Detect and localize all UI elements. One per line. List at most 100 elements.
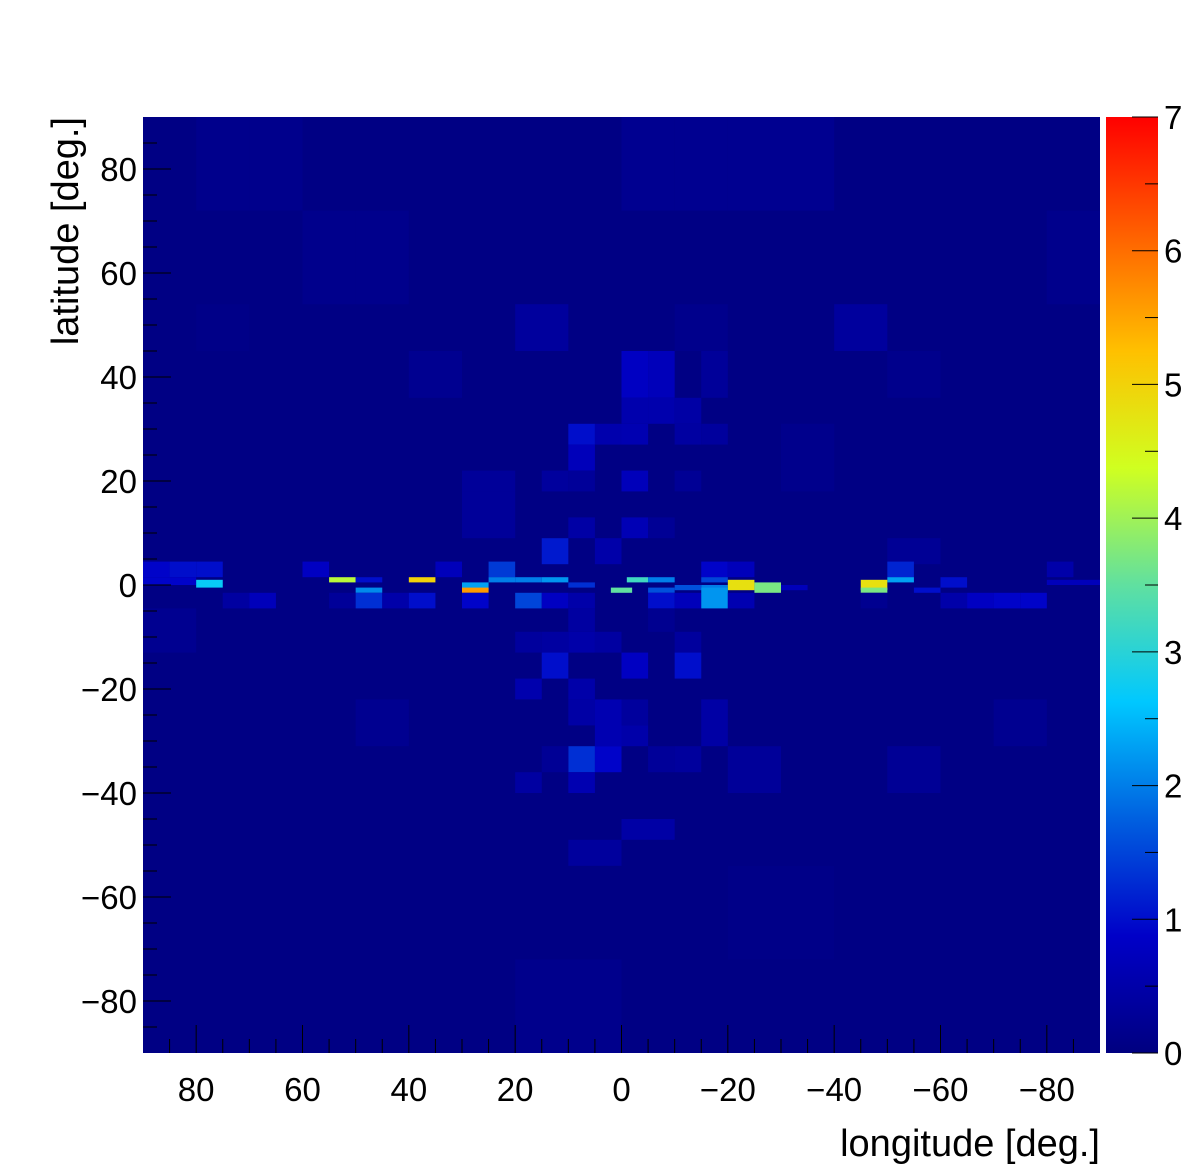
heatmap-cell bbox=[648, 351, 675, 398]
heatmap-cell bbox=[541, 470, 569, 492]
colorbar-tick-label: 0 bbox=[1164, 1035, 1182, 1072]
heatmap-cell bbox=[222, 592, 250, 609]
heatmap-cell bbox=[674, 423, 702, 445]
heatmap-cell bbox=[860, 592, 888, 609]
heatmap-cell bbox=[196, 117, 250, 211]
x-tick-label: 40 bbox=[390, 1071, 427, 1108]
heatmap-cell bbox=[674, 304, 728, 351]
heatmap-cell bbox=[568, 608, 595, 632]
heatmap-cell bbox=[781, 423, 835, 492]
heatmap-cell bbox=[594, 423, 622, 445]
heatmap-cell bbox=[196, 304, 250, 351]
y-axis-tick-labels: 80 60 40 20 0 −20 −40 −60 −80 bbox=[81, 151, 137, 1020]
heatmap-cell bbox=[594, 699, 622, 747]
heatmap-cell bbox=[648, 577, 675, 583]
heatmap-cell bbox=[568, 772, 595, 793]
x-tick-label: 20 bbox=[497, 1071, 534, 1108]
y-tick-label: −40 bbox=[81, 775, 137, 812]
heatmap-cell bbox=[568, 444, 595, 471]
heatmap-cell bbox=[621, 699, 649, 726]
heatmap-cell bbox=[408, 351, 462, 398]
heatmap-cell bbox=[435, 561, 462, 578]
heatmap-cell bbox=[568, 423, 595, 445]
heatmap-cell bbox=[648, 587, 675, 593]
heatmap-cell bbox=[621, 819, 675, 840]
heatmap-cell bbox=[541, 592, 569, 609]
y-tick-label: −20 bbox=[81, 671, 137, 708]
heatmap-cell bbox=[515, 577, 542, 583]
heatmap-cell bbox=[626, 577, 649, 583]
y-tick-label: 0 bbox=[119, 567, 137, 604]
heatmap-cell bbox=[541, 538, 569, 565]
heatmap-cell bbox=[594, 538, 622, 565]
heatmap-cell bbox=[860, 587, 888, 593]
heatmap-cell bbox=[408, 592, 436, 609]
heatmap-cell bbox=[382, 592, 409, 609]
heatmap-cell bbox=[621, 517, 649, 539]
heatmap-cell bbox=[196, 561, 223, 578]
heatmap-cell bbox=[674, 585, 702, 591]
heatmap-cell bbox=[568, 699, 595, 726]
heatmap-cell bbox=[515, 959, 622, 1053]
x-tick-label: 60 bbox=[284, 1071, 321, 1108]
heatmap-cell bbox=[355, 592, 383, 609]
heatmap-cell bbox=[727, 592, 755, 609]
colorbar-tick-label: 1 bbox=[1164, 901, 1182, 938]
heatmap-cell bbox=[701, 351, 728, 398]
heatmap-cell bbox=[1020, 592, 1047, 609]
heatmap-cell bbox=[302, 210, 356, 305]
heatmap-cell bbox=[249, 592, 276, 609]
heatmap-cell bbox=[515, 304, 569, 351]
colorbar-tick-labels: 0 1 2 3 4 5 6 7 bbox=[1164, 99, 1182, 1072]
heatmap-cell bbox=[462, 470, 516, 492]
x-tick-label: 80 bbox=[178, 1071, 215, 1108]
heatmap-cell bbox=[701, 587, 728, 609]
heatmap-cell bbox=[541, 746, 569, 773]
heatmap-cell bbox=[781, 585, 808, 591]
heatmap-cell bbox=[754, 582, 781, 593]
heatmap-cell bbox=[648, 397, 675, 424]
heatmap-cell bbox=[621, 725, 649, 747]
heatmap-cell bbox=[541, 631, 569, 653]
heatmap-cell bbox=[488, 577, 516, 583]
heatmap-cell bbox=[913, 587, 941, 593]
heatmap-cell bbox=[568, 839, 622, 866]
heatmap-cell bbox=[249, 117, 303, 211]
heatmap-cell bbox=[834, 304, 888, 351]
heatmap-cell bbox=[143, 608, 197, 653]
heatmap-cell bbox=[940, 592, 968, 609]
heatmap-cell bbox=[1046, 579, 1100, 585]
heatmap-cell bbox=[568, 470, 595, 492]
y-tick-label: −80 bbox=[81, 983, 137, 1020]
heatmap-cell bbox=[568, 746, 595, 773]
y-tick-label: 20 bbox=[100, 463, 137, 500]
heatmap-cell bbox=[648, 608, 675, 632]
heatmap-cell bbox=[701, 699, 728, 747]
heatmap-cell bbox=[462, 587, 489, 593]
colorbar-tick-label: 3 bbox=[1164, 634, 1182, 671]
colorbar-tick-label: 2 bbox=[1164, 768, 1182, 805]
heatmap-cell bbox=[355, 210, 409, 305]
heatmap-cell bbox=[993, 699, 1047, 747]
heatmap-cell bbox=[887, 538, 941, 565]
x-tick-label: −60 bbox=[913, 1071, 969, 1108]
heatmap-cell bbox=[568, 631, 595, 653]
heatmap-cell bbox=[515, 678, 542, 700]
heatmap-cell bbox=[621, 652, 649, 679]
heatmap-cell bbox=[781, 117, 835, 211]
heatmap-cell bbox=[355, 587, 383, 593]
x-axis-tick-labels: 80 60 40 20 0 −20 −40 −60 −80 bbox=[178, 1071, 1075, 1108]
colorbar-tick-label: 6 bbox=[1164, 233, 1182, 270]
heatmap-cell bbox=[621, 423, 649, 445]
y-tick-label: −60 bbox=[81, 879, 137, 916]
x-tick-label: −80 bbox=[1019, 1071, 1075, 1108]
heatmap-cell bbox=[621, 397, 649, 424]
heatmap-cell bbox=[674, 397, 702, 424]
heatmap-cell bbox=[143, 561, 170, 578]
heatmap-cell bbox=[302, 561, 330, 578]
heatmap-cell bbox=[1046, 561, 1074, 578]
heatmap-cell bbox=[594, 746, 622, 773]
colorbar-tick-label: 5 bbox=[1164, 366, 1182, 403]
heatmap-cell bbox=[329, 592, 356, 609]
heatmap-cell bbox=[648, 746, 675, 773]
